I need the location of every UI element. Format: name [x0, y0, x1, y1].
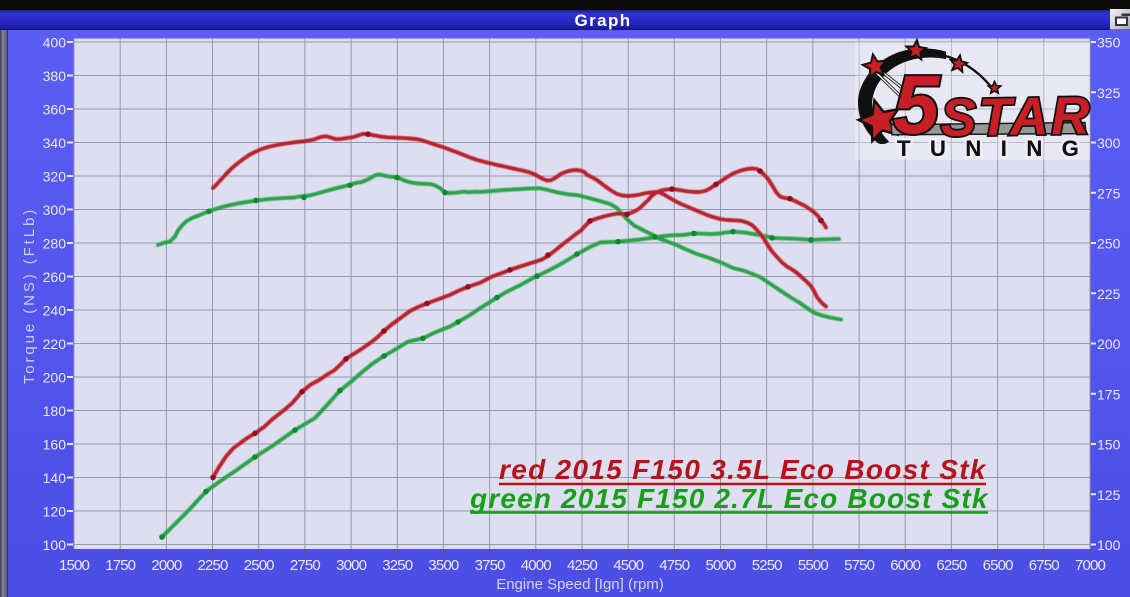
svg-text:275: 275: [1097, 185, 1121, 201]
svg-text:225: 225: [1097, 286, 1121, 302]
svg-text:200: 200: [43, 370, 67, 386]
svg-text:180: 180: [43, 403, 67, 419]
svg-text:300: 300: [1097, 135, 1121, 151]
svg-text:325: 325: [1097, 85, 1121, 101]
svg-text:175: 175: [1097, 386, 1121, 402]
svg-text:3250: 3250: [382, 557, 412, 574]
svg-text:Torque (NS) (FtLb): Torque (NS) (FtLb): [21, 207, 38, 384]
svg-text:200: 200: [1097, 336, 1121, 352]
svg-text:100: 100: [1097, 537, 1121, 553]
svg-text:Graph: Graph: [574, 11, 631, 30]
svg-text:5500: 5500: [798, 557, 828, 574]
svg-text:160: 160: [43, 437, 67, 453]
svg-text:340: 340: [43, 135, 67, 151]
svg-text:3750: 3750: [475, 557, 505, 574]
svg-text:1750: 1750: [105, 557, 135, 574]
svg-text:4250: 4250: [567, 557, 597, 574]
svg-text:380: 380: [43, 68, 67, 84]
svg-text:3000: 3000: [336, 557, 366, 574]
svg-text:5000: 5000: [706, 557, 736, 574]
svg-text:250: 250: [1097, 236, 1121, 252]
svg-text:280: 280: [43, 236, 67, 252]
svg-text:green 2015 F150 2.7L Eco Boost: green 2015 F150 2.7L Eco Boost Stk: [469, 483, 989, 514]
svg-text:2250: 2250: [198, 557, 228, 574]
svg-text:5: 5: [893, 58, 941, 151]
svg-text:7000: 7000: [1075, 557, 1105, 574]
svg-text:red 2015 F150 3.5L Eco Boost S: red 2015 F150 3.5L Eco Boost Stk: [499, 454, 987, 485]
svg-text:1500: 1500: [59, 557, 89, 574]
svg-text:360: 360: [43, 102, 67, 118]
svg-text:6000: 6000: [890, 557, 920, 574]
svg-text:6500: 6500: [983, 557, 1013, 574]
svg-text:150: 150: [1097, 437, 1121, 453]
svg-text:2750: 2750: [290, 557, 320, 574]
svg-text:5250: 5250: [752, 557, 782, 574]
svg-text:3500: 3500: [428, 557, 458, 574]
svg-text:4500: 4500: [613, 557, 643, 574]
svg-text:220: 220: [43, 336, 67, 352]
svg-text:TUNING: TUNING: [897, 136, 1098, 161]
svg-text:TUNING: TUNING: [897, 136, 1098, 161]
svg-text:2500: 2500: [244, 557, 274, 574]
svg-text:4750: 4750: [659, 557, 689, 574]
svg-text:240: 240: [43, 303, 67, 319]
svg-text:400: 400: [43, 35, 67, 51]
svg-text:6750: 6750: [1029, 557, 1059, 574]
svg-text:260: 260: [43, 269, 67, 285]
svg-text:4000: 4000: [521, 557, 551, 574]
svg-text:320: 320: [43, 169, 67, 185]
svg-text:120: 120: [43, 504, 67, 520]
svg-text:2000: 2000: [151, 557, 181, 574]
svg-text:5750: 5750: [844, 557, 874, 574]
svg-text:350: 350: [1097, 35, 1121, 51]
svg-text:300: 300: [43, 202, 67, 218]
svg-text:Engine Speed [Ign] (rpm): Engine Speed [Ign] (rpm): [496, 576, 664, 593]
svg-text:6250: 6250: [936, 557, 966, 574]
svg-text:125: 125: [1097, 487, 1121, 503]
svg-text:100: 100: [43, 537, 67, 553]
svg-text:140: 140: [43, 470, 67, 486]
svg-text:STAR: STAR: [940, 86, 1093, 148]
